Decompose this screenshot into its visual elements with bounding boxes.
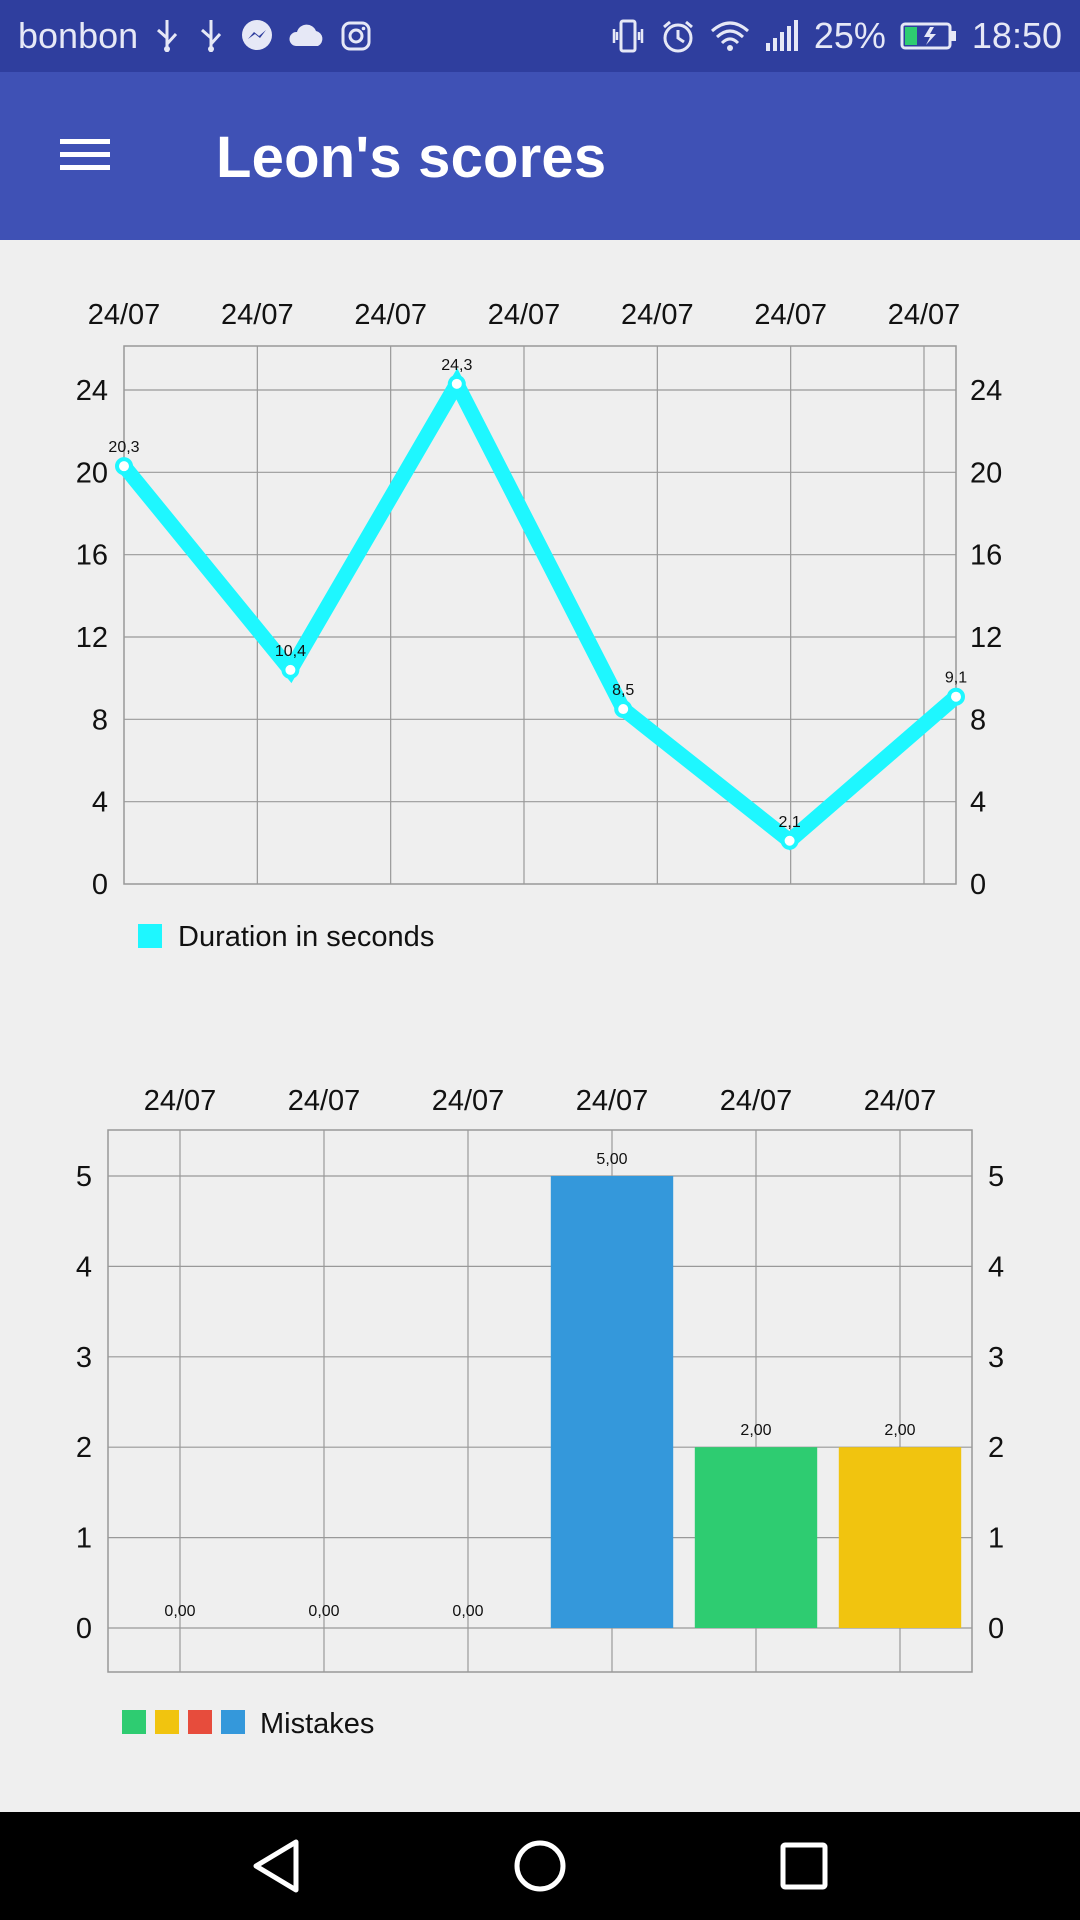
legend-swatch [122,1710,146,1734]
x-tick-label: 24/07 [88,299,161,331]
x-tick-label: 24/07 [432,1085,505,1117]
y-tick-label-left: 20 [76,457,108,489]
recents-icon[interactable] [772,1834,836,1898]
x-tick-label: 24/07 [864,1085,937,1117]
navigation-bar [0,1812,1080,1920]
data-label: 2,00 [740,1422,771,1439]
duration-line-chart: 24/07 24/07 24/07 24/07 24/07 24/07 24/07 0 0 4 4 8… [76,299,1003,953]
back-icon[interactable] [244,1834,308,1898]
cloud-icon [288,22,326,50]
home-icon[interactable] [508,1834,572,1898]
y-tick-label-left: 0 [92,869,108,901]
usb-icon [152,18,182,54]
battery-icon [900,21,958,51]
x-tick-label: 24/07 [576,1085,649,1117]
y-tick-label-right: 24 [970,375,1002,407]
carrier-name: bonbon [18,15,139,56]
plot-frame [123,345,957,885]
wifi-icon [710,19,750,53]
status-left: bonbon [18,15,372,57]
y-tick-label-left: 12 [76,622,108,654]
data-label: 0,00 [452,1603,483,1620]
hamburger-menu-icon[interactable] [50,120,120,190]
data-point [115,457,133,476]
x-tick-label: 24/07 [288,1085,361,1117]
y-tick-label-right: 0 [988,1613,1004,1645]
alarm-icon [660,18,696,54]
mistakes-chart: 24/07 24/07 24/07 24/07 24/07 24/07 0 0 1 1 2 2 3 3 4 4… [0,1030,1080,1795]
data-label: 0,00 [164,1603,195,1620]
usb-icon [196,18,226,54]
data-point [447,374,466,393]
bar [550,1176,674,1628]
plot-frame [107,1129,973,1673]
data-label: 2,1 [778,814,800,831]
legend-label: Mistakes [260,1708,374,1740]
y-tick-label-right: 4 [970,787,986,819]
data-label: 10,4 [275,643,306,660]
data-point [780,831,799,850]
y-tick-label-right: 0 [970,869,986,901]
app-bar: Leon's scores [0,72,1080,240]
y-tick-label-right: 12 [970,622,1002,654]
instagram-icon [340,20,372,52]
y-tick-label-right: 2 [988,1432,1004,1464]
legend-swatch [188,1710,212,1734]
status-right: 25% 18:50 [610,15,1062,57]
page-title: Leon's scores [216,125,607,190]
legend-swatch [138,924,162,948]
data-point [947,687,965,706]
data-label: 0,00 [308,1603,339,1620]
status-bar: bonbon 25% 18:50 [0,0,1080,72]
y-tick-label-left: 16 [76,540,108,572]
x-tick-label: 24/07 [720,1085,793,1117]
legend-swatch [155,1710,179,1734]
data-point [614,700,633,719]
vibrate-icon [610,18,646,54]
y-tick-label-right: 16 [970,540,1002,572]
data-label: 2,00 [884,1422,915,1439]
messenger-icon [240,19,274,53]
y-tick-label-left: 5 [76,1161,92,1193]
y-tick-label-left: 1 [76,1523,92,1555]
x-tick-label: 24/07 [354,299,427,331]
data-label: 24,3 [441,357,472,374]
y-tick-label-left: 2 [76,1432,92,1464]
data-label: 8,5 [612,682,634,699]
y-tick-label-right: 3 [988,1342,1004,1374]
y-tick-label-left: 24 [76,375,108,407]
legend-swatch [221,1710,245,1734]
duration-chart: 24/07 24/07 24/07 24/07 24/07 24/07 24/07 0 0 4 4 8… [0,240,1080,1015]
y-tick-label-right: 8 [970,704,986,736]
y-tick-label-right: 20 [970,457,1002,489]
y-tick-label-left: 0 [76,1613,92,1645]
y-tick-label-left: 8 [92,704,108,736]
y-tick-label-left: 4 [92,787,108,819]
clock: 18:50 [971,15,1062,56]
mistakes-bar-chart: 24/07 24/07 24/07 24/07 24/07 24/07 0 0 1 1 2 2 3 3 4 4… [76,1085,1004,1740]
x-tick-label: 24/07 [621,299,694,331]
y-tick-label-left: 3 [76,1342,92,1374]
signal-icon [764,19,800,53]
x-tick-label: 24/07 [221,299,294,331]
data-point [281,660,300,679]
x-tick-label: 24/07 [888,299,961,331]
y-tick-label-right: 5 [988,1161,1004,1193]
legend-label: Duration in seconds [178,921,434,953]
bar [694,1447,818,1628]
y-tick-label-right: 1 [988,1523,1004,1555]
duration-series-line [118,368,961,851]
x-tick-label: 24/07 [144,1085,217,1117]
x-tick-label: 24/07 [488,299,561,331]
data-label: 20,3 [108,439,139,456]
data-label: 5,00 [596,1151,627,1168]
y-tick-label-right: 4 [988,1251,1004,1283]
battery-percent: 25% [813,15,886,56]
y-tick-label-left: 4 [76,1251,92,1283]
x-tick-label: 24/07 [754,299,827,331]
data-label: 9,1 [945,670,967,687]
bar [838,1447,962,1628]
